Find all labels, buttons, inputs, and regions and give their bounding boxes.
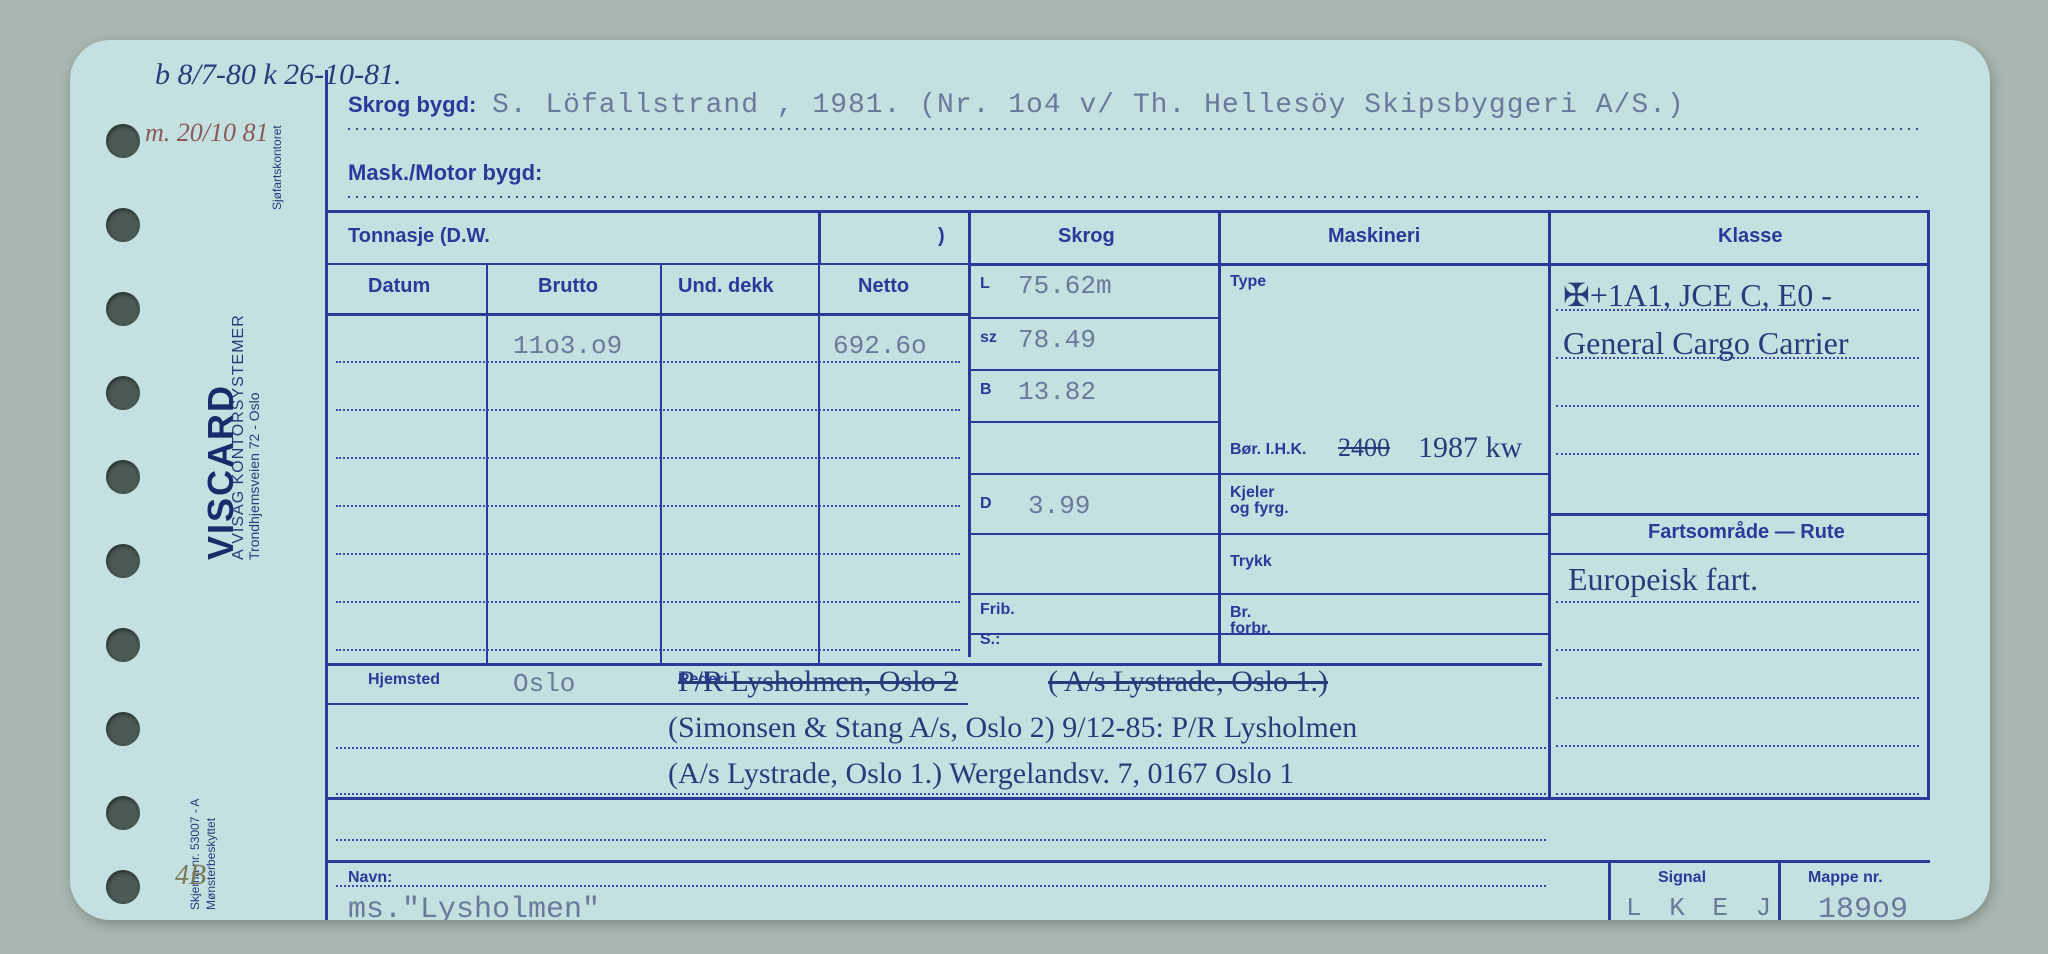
l-label: L — [980, 275, 990, 293]
rederi-line3: (A/s Lystrade, Oslo 1.) Wergelandsv. 7, … — [668, 757, 1294, 791]
ihk-hand: 1987 kw — [1418, 431, 1522, 465]
val-netto: 692.6o — [833, 331, 927, 361]
navn-value: ms."Lysholmen" — [348, 893, 600, 920]
margin-note-bl: 4B — [175, 860, 206, 892]
trykk-label: Trykk — [1230, 553, 1272, 571]
punch-hole — [106, 208, 140, 242]
klasse-value: ✠+1A1, JCE C, E0 - General Cargo Carrier — [1563, 271, 1917, 367]
kjeler-label: Kjeler og fyrg. — [1230, 485, 1289, 517]
val-brutto: 11o3.o9 — [513, 331, 622, 361]
sjofart-label: Sjøfartskontoret — [270, 125, 284, 210]
tonnasje-label: Tonnasje (D.W. — [348, 225, 490, 248]
main-table: Tonnasje (D.W. ) Datum Brutto Und. dekk … — [328, 210, 1930, 800]
punch-hole — [106, 870, 140, 904]
frib-label: Frib. — [980, 601, 1015, 619]
b-value: 13.82 — [1018, 377, 1096, 407]
punch-hole — [106, 292, 140, 326]
sz-value: 78.49 — [1018, 325, 1096, 355]
signal-value: L K E J — [1626, 893, 1777, 920]
punch-hole — [106, 460, 140, 494]
fartsomrade-value: Europeisk fart. — [1568, 561, 1758, 598]
punch-hole — [106, 544, 140, 578]
ihk-label: Bør. I.H.K. — [1230, 441, 1306, 459]
signal-label: Signal — [1658, 869, 1706, 887]
punch-hole — [106, 628, 140, 662]
index-card: VISCARD A VISAG KONTORSYSTEMER Trondhjem… — [70, 40, 1990, 920]
ihk-struck: 2400 — [1338, 433, 1390, 463]
klasse-label: Klasse — [1718, 225, 1783, 248]
col-netto: Netto — [858, 275, 909, 298]
hjemsted-value: Oslo — [513, 669, 575, 699]
skrog-bygd-value: S. Löfallstrand , 1981. (Nr. 1o4 v/ Th. … — [492, 90, 1685, 121]
d-label: D — [980, 495, 992, 513]
footer-row: Navn: ms."Lysholmen" Signal L K E J Mapp… — [328, 860, 1930, 920]
col-und: Und. dekk — [678, 275, 774, 298]
skrog-bygd-label: Skrog bygd: — [348, 92, 476, 117]
motor-bygd-label: Mask./Motor bygd: — [348, 160, 542, 185]
l-value: 75.62m — [1018, 271, 1112, 301]
type-label: Type — [1230, 273, 1266, 291]
rederi-line2: (Simonsen & Stang A/s, Oslo 2) 9/12-85: … — [668, 711, 1357, 745]
punch-hole — [106, 124, 140, 158]
skrog-bygd-row: Skrog bygd: S. Löfallstrand , 1981. (Nr.… — [348, 90, 1920, 134]
mappe-label: Mappe nr. — [1808, 869, 1883, 887]
maskineri-label: Maskineri — [1328, 225, 1420, 248]
punch-hole — [106, 712, 140, 746]
tonnasje-close: ) — [938, 225, 945, 248]
br-label: Br. forbr. — [1230, 605, 1271, 637]
rederi-line1b: ( A/s Lystrade, Oslo 1.) — [1048, 665, 1328, 699]
fartsomrade-label: Fartsområde — Rute — [1648, 521, 1845, 544]
d-value: 3.99 — [1028, 491, 1090, 521]
punch-hole — [106, 376, 140, 410]
skrog-col-label: Skrog — [1058, 225, 1115, 248]
mappe-value: 189o9 — [1818, 893, 1908, 920]
form-number: Skjema nr. 53007 - A — [188, 799, 202, 910]
brand-address: Trondhjemsveien 72 - Oslo — [246, 392, 262, 560]
rederi-line1a: P/R Lysholmen, Oslo 2 — [678, 665, 958, 699]
col-datum: Datum — [368, 275, 430, 298]
s-label: S.: — [980, 631, 1000, 649]
hjemsted-label: Hjemsted — [368, 671, 440, 689]
form-frame: Skrog bygd: S. Löfallstrand , 1981. (Nr.… — [325, 70, 1960, 920]
col-brutto: Brutto — [538, 275, 598, 298]
sz-label: sz — [980, 329, 997, 347]
margin-note-left: m. 20/10 81 — [145, 118, 269, 148]
b-label: B — [980, 381, 992, 399]
navn-label: Navn: — [348, 869, 392, 887]
punch-hole — [106, 796, 140, 830]
motor-bygd-row: Mask./Motor bygd: — [348, 158, 1920, 202]
